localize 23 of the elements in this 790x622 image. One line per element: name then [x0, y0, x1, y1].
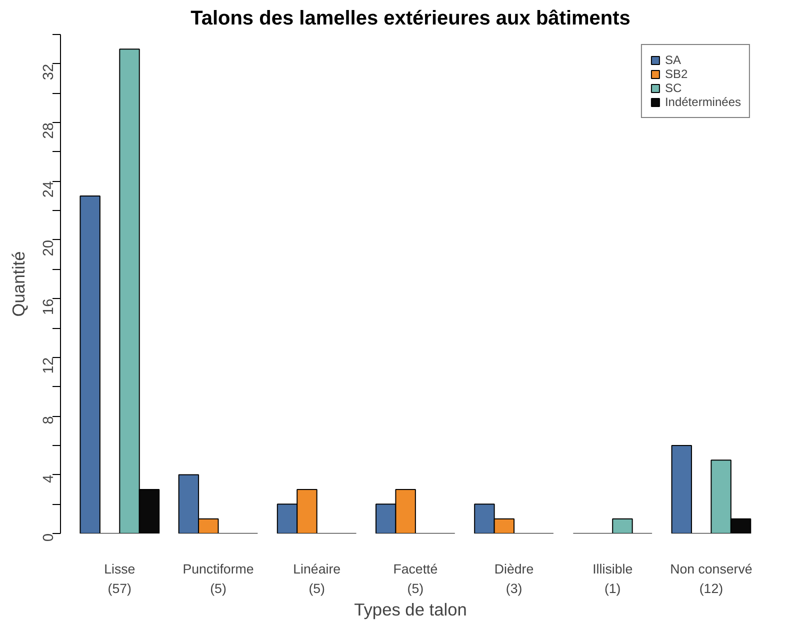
legend-label: SC	[664, 81, 683, 95]
x-tick-label: Dièdre (3)	[494, 562, 534, 596]
y-tick-label: 24	[41, 181, 57, 198]
y-tick-label: 20	[41, 240, 57, 256]
y-tick-label: 16	[41, 298, 57, 315]
chart-title: Talons des lamelles extérieures aux bâtiments	[190, 8, 630, 30]
legend-label: Indéterminées	[664, 95, 741, 109]
x-tick-label: Non conservé (12)	[670, 562, 752, 596]
y-tick-label: 12	[41, 357, 57, 374]
y-tick-label: 8	[41, 416, 57, 424]
x-tick-label: Linéaire (5)	[293, 562, 341, 596]
x-tick-label: Lisse (57)	[104, 562, 136, 596]
y-tick-label: 32	[41, 64, 57, 80]
x-tick-label: Punctiforme (5)	[182, 562, 254, 596]
x-axis-title: Types de talon	[354, 600, 467, 620]
y-axis-title: Quantité	[8, 251, 28, 317]
y-tick-label: 4	[41, 474, 57, 483]
legend-label: SA	[664, 53, 682, 67]
y-tick-label: 28	[41, 122, 57, 139]
legend-label: SB2	[664, 67, 688, 81]
y-tick-label: 0	[41, 533, 57, 542]
x-tick-label: Facetté (5)	[393, 562, 438, 596]
x-tick-label: Illisible (1)	[592, 562, 633, 596]
